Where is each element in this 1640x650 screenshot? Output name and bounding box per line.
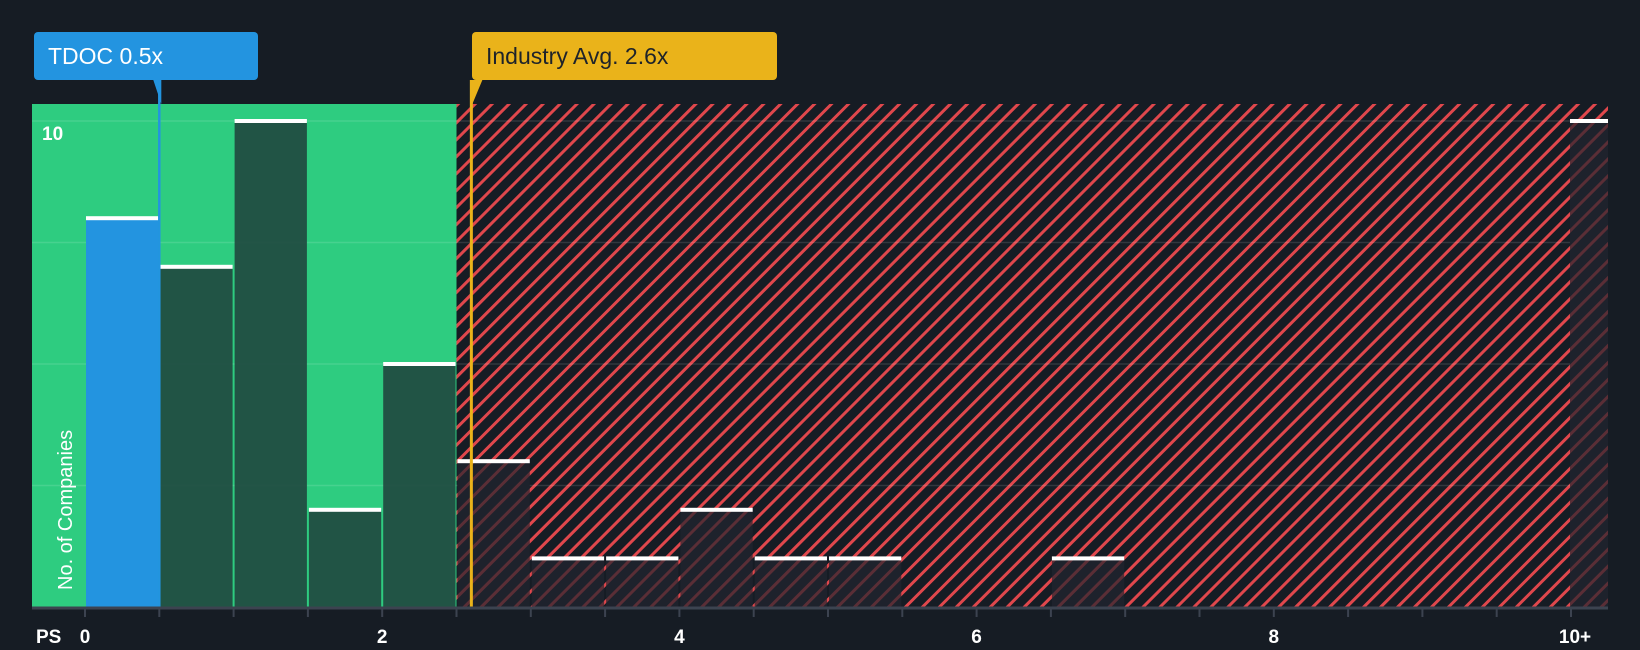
bar-top-marker xyxy=(829,556,902,561)
x-tick-label: 10+ xyxy=(1558,627,1592,648)
histogram-bar xyxy=(1051,558,1125,607)
histogram-bar xyxy=(680,509,753,607)
bar-top-marker xyxy=(457,459,530,464)
bar-top-marker xyxy=(680,507,753,512)
bar-top-marker xyxy=(383,362,456,366)
histogram-bar xyxy=(754,558,827,607)
y-tick-max: 10 xyxy=(42,124,64,145)
histogram-bar xyxy=(531,558,605,607)
histogram-bar xyxy=(234,121,307,607)
histogram-bar xyxy=(457,461,530,607)
bar-top-marker xyxy=(754,556,827,561)
industry-avg-callout: Industry Avg. 2.6x xyxy=(472,32,777,80)
bar-top-marker xyxy=(606,556,679,561)
y-axis-label: No. of Companies xyxy=(55,429,77,590)
bar-top-marker xyxy=(160,264,233,269)
x-axis-prefix: PS xyxy=(36,627,62,648)
bar-top-marker xyxy=(308,507,382,512)
x-tick-label: 8 xyxy=(1268,627,1280,648)
x-tick-label: 2 xyxy=(376,627,388,648)
company-callout-label: TDOC 0.5x xyxy=(48,43,164,69)
histogram-bar xyxy=(1570,121,1608,607)
industry-avg-callout-label: Industry Avg. 2.6x xyxy=(486,43,669,69)
bar-top-marker xyxy=(1051,556,1125,561)
industry-callout-pointer xyxy=(470,80,483,104)
company-callout: TDOC 0.5x xyxy=(34,32,258,80)
bar-top-marker xyxy=(234,119,307,123)
bar-top-marker xyxy=(1570,119,1608,123)
x-tick-label: 0 xyxy=(79,627,91,648)
x-tick-label: 6 xyxy=(971,627,982,648)
histogram-bar xyxy=(606,558,679,607)
histogram-bar xyxy=(829,558,902,607)
bar-top-marker xyxy=(86,216,159,221)
histogram-bar xyxy=(86,218,159,607)
histogram-bar xyxy=(308,509,382,607)
overvalued-zone xyxy=(456,104,1608,607)
histogram-bar xyxy=(383,364,456,607)
x-tick-label: 4 xyxy=(674,627,685,648)
histogram-bar xyxy=(160,266,233,607)
bar-top-marker xyxy=(531,556,605,561)
